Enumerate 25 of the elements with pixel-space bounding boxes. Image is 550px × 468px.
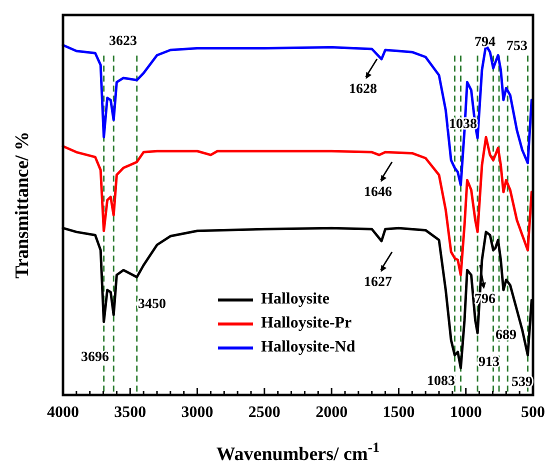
legend-label: Halloysite-Nd xyxy=(261,338,356,356)
legend-label: Halloysite xyxy=(261,290,330,308)
annotation: 539 xyxy=(512,375,532,390)
x-axis-title: Wavenumbers/ cm$^{-1}$ xyxy=(216,440,380,465)
annotation: 1083 xyxy=(427,374,455,390)
annotation: 3450 xyxy=(138,297,166,312)
annotation: 3696 xyxy=(81,350,109,366)
x-tick-label: 2000 xyxy=(316,404,348,421)
x-tick-label: 3000 xyxy=(181,404,214,421)
y-axis-title: Transmittance/ % xyxy=(12,132,33,278)
x-tick-label: 3500 xyxy=(114,404,146,421)
x-tick-label: 500 xyxy=(521,404,545,421)
x-tick-label: 1000 xyxy=(450,404,482,421)
x-tick-label: 1500 xyxy=(382,404,415,421)
annotation: 913 xyxy=(478,355,500,370)
annotation: 753 xyxy=(506,39,528,54)
annotation: 1628 xyxy=(349,82,377,98)
annotation: 3623 xyxy=(109,34,137,50)
annotation: 1627 xyxy=(364,275,392,290)
x-tick-label: 2500 xyxy=(248,404,280,421)
annotation: 1646 xyxy=(364,185,392,200)
legend-label: Halloysite-Pr xyxy=(261,314,352,332)
x-tick-label: 4000 xyxy=(47,404,79,421)
annotation: 689 xyxy=(496,328,516,344)
annotation: 794 xyxy=(474,35,496,50)
